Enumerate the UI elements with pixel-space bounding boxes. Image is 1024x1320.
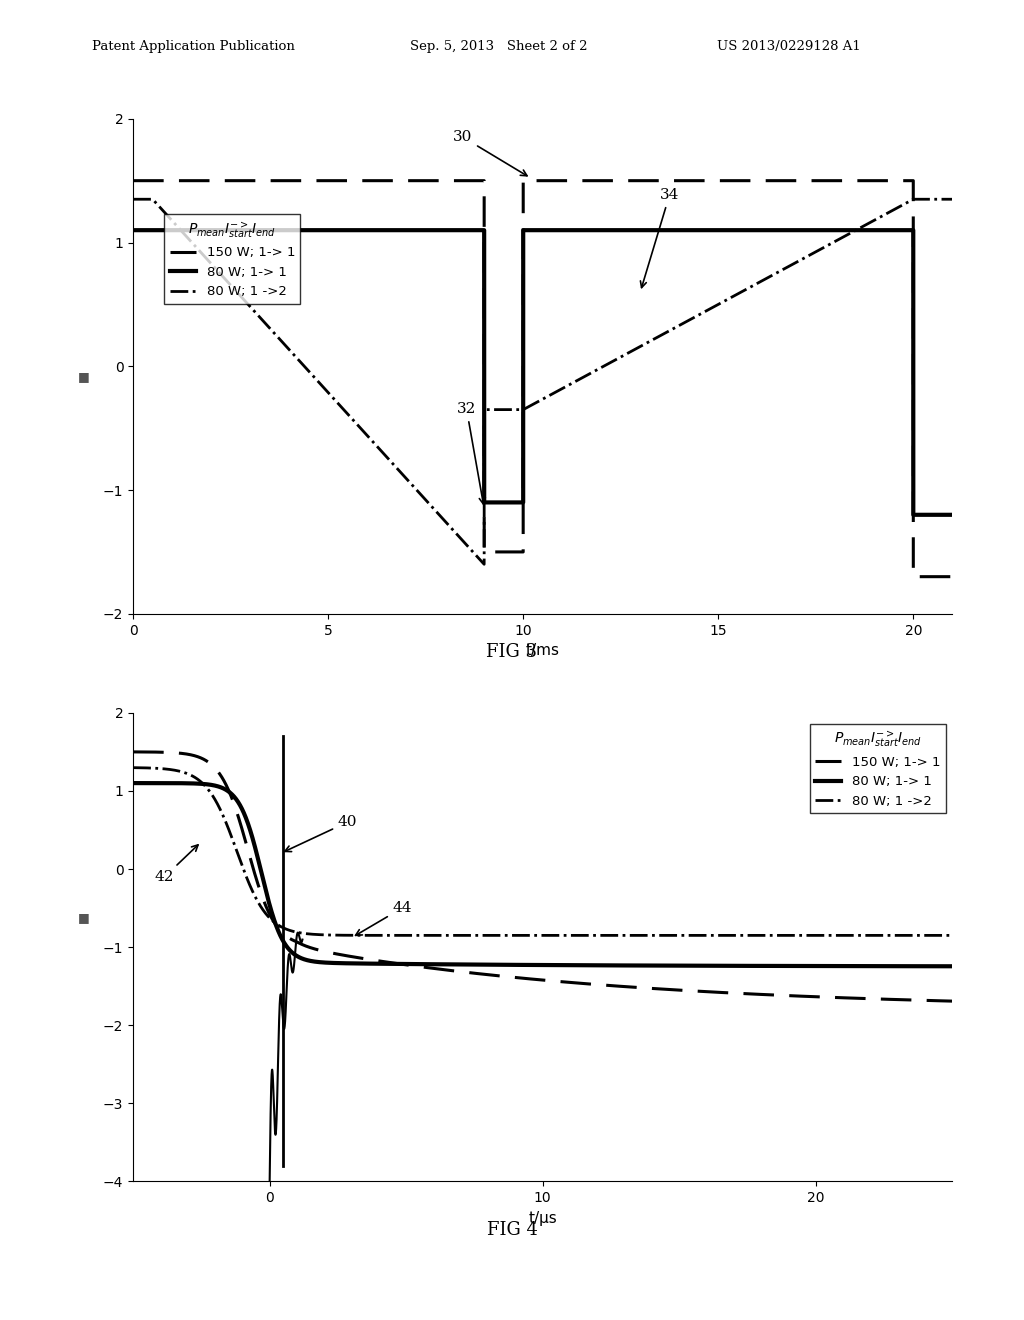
- Text: Sep. 5, 2013   Sheet 2 of 2: Sep. 5, 2013 Sheet 2 of 2: [410, 40, 587, 53]
- X-axis label: t/μs: t/μs: [528, 1210, 557, 1226]
- Text: US 2013/0229128 A1: US 2013/0229128 A1: [717, 40, 860, 53]
- Text: 34: 34: [640, 189, 679, 288]
- Text: 42: 42: [155, 845, 198, 883]
- Legend: 150 W; 1-> 1, 80 W; 1-> 1, 80 W; 1 ->2: 150 W; 1-> 1, 80 W; 1-> 1, 80 W; 1 ->2: [164, 214, 300, 304]
- Text: FIG 3: FIG 3: [486, 643, 538, 661]
- Text: 40: 40: [285, 814, 357, 851]
- Text: FIG 4: FIG 4: [486, 1221, 538, 1239]
- Text: 44: 44: [355, 902, 412, 936]
- Text: 32: 32: [457, 403, 485, 504]
- Text: 30: 30: [453, 131, 527, 176]
- Legend: 150 W; 1-> 1, 80 W; 1-> 1, 80 W; 1 ->2: 150 W; 1-> 1, 80 W; 1-> 1, 80 W; 1 ->2: [810, 725, 946, 813]
- X-axis label: t/ms: t/ms: [525, 643, 560, 659]
- Text: ■: ■: [78, 911, 90, 924]
- Text: Patent Application Publication: Patent Application Publication: [92, 40, 295, 53]
- Text: ■: ■: [78, 370, 90, 383]
